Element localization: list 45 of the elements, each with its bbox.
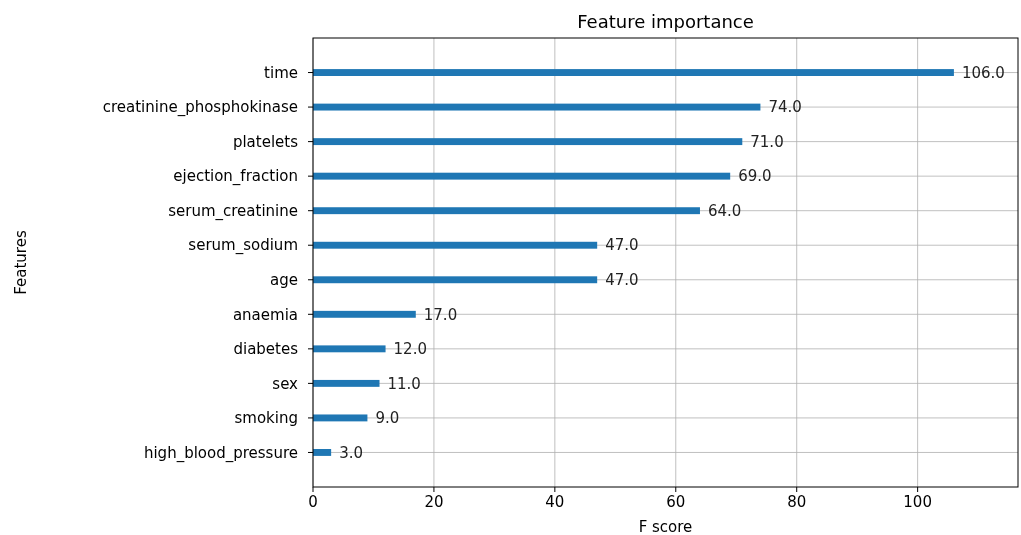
data-label: 17.0	[423, 305, 458, 324]
data-label: 11.0	[387, 374, 421, 393]
bar	[313, 207, 700, 215]
x-tick-label: 80	[787, 493, 807, 511]
y-tick-label: age	[270, 271, 298, 290]
bar	[313, 414, 368, 422]
data-label: 47.0	[605, 236, 639, 255]
y-tick-label: ejection_fraction	[173, 167, 298, 187]
x-tick-label: 60	[666, 493, 686, 511]
y-tick-label: creatinine_phosphokinase	[102, 98, 298, 118]
bar	[313, 276, 598, 284]
bar	[313, 449, 332, 456]
bar	[313, 241, 598, 249]
x-tick-label: 0	[308, 493, 318, 511]
y-axis-title: Features	[12, 230, 30, 295]
bar	[313, 69, 954, 76]
y-tick-label: serum_sodium	[188, 236, 298, 256]
y-tick-label: high_blood_pressure	[143, 443, 298, 463]
data-label: 9.0	[375, 409, 400, 428]
y-tick-label: time	[264, 63, 298, 82]
bar	[313, 172, 731, 180]
x-tick-label: 20	[424, 493, 444, 511]
y-tick-label: smoking	[234, 409, 298, 428]
y-tick-label: sex	[272, 374, 299, 393]
bar	[313, 103, 761, 111]
x-tick-label: 100	[903, 493, 932, 511]
y-tick-label: anaemia	[232, 305, 298, 324]
x-tick-label: 40	[545, 493, 565, 511]
x-axis-title: F score	[638, 518, 693, 535]
y-tick-label: diabetes	[233, 340, 299, 359]
data-label: 12.0	[393, 340, 427, 359]
data-label: 106.0	[961, 63, 1005, 82]
data-label: 3.0	[339, 443, 363, 462]
bar	[313, 310, 416, 318]
data-label: 47.0	[605, 271, 639, 290]
y-tick-label: serum_creatinine	[168, 201, 298, 221]
data-label: 71.0	[750, 132, 784, 151]
y-tick-label: platelets	[232, 132, 299, 151]
bar	[313, 138, 743, 146]
data-label: 74.0	[768, 98, 802, 117]
data-label: 64.0	[707, 201, 742, 220]
chart-title: Feature importance	[577, 11, 754, 32]
data-label: 69.0	[738, 167, 772, 186]
bar	[313, 379, 380, 387]
bar	[313, 345, 386, 353]
